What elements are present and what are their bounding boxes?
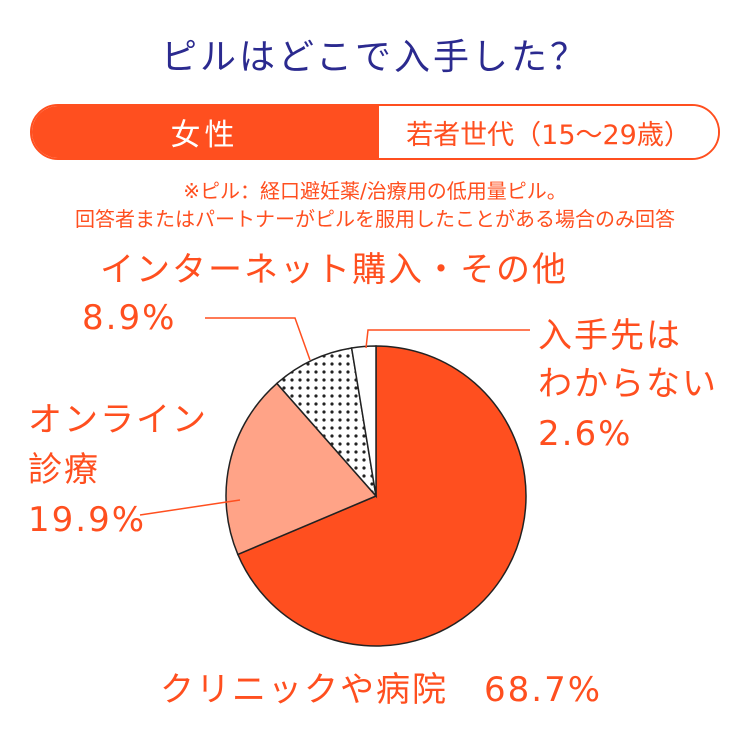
tab-female[interactable]: 女性	[32, 106, 377, 158]
slice-label-clinic-name: クリニックや病院	[160, 670, 448, 710]
pie-slice-online	[225, 382, 378, 556]
pie-slice-unknown	[350, 345, 377, 497]
slice-label-unknown-value: 2.6%	[538, 414, 633, 454]
tab-youth-generation[interactable]: 若者世代（15〜29歳）	[377, 106, 718, 158]
leader-line-online	[139, 499, 241, 516]
slice-label-clinic-value: 68.7%	[484, 670, 603, 710]
pie-slice-clinic	[236, 345, 527, 647]
leader-line-internet	[205, 317, 311, 361]
pie-slice-internet	[275, 347, 378, 499]
footnote-respondent-condition: 回答者またはパートナーがピルを服用したことがある場合のみ回答	[75, 207, 675, 231]
page-title: ピルはどこで入手した？	[161, 37, 589, 78]
segment-toggle: 女性 若者世代（15〜29歳）	[30, 104, 720, 160]
slice-label-unknown-line1: 入手先は	[538, 316, 682, 356]
leader-line-unknown	[365, 329, 530, 349]
slice-label-online-line1: オンライン	[28, 400, 208, 440]
slice-label-internet-name: インターネット購入・その他	[100, 250, 568, 290]
footnote-pill-definition: ※ピル：経口避妊薬/治療用の低用量ピル。	[183, 179, 567, 203]
slice-label-internet-value: 8.9%	[82, 298, 177, 338]
slice-label-online-line2: 診療	[28, 450, 100, 490]
slice-label-clinic: クリニックや病院 68.7%	[160, 666, 602, 714]
slice-label-online-value: 19.9%	[28, 500, 147, 540]
slice-label-unknown-line2: わからない	[538, 364, 718, 404]
